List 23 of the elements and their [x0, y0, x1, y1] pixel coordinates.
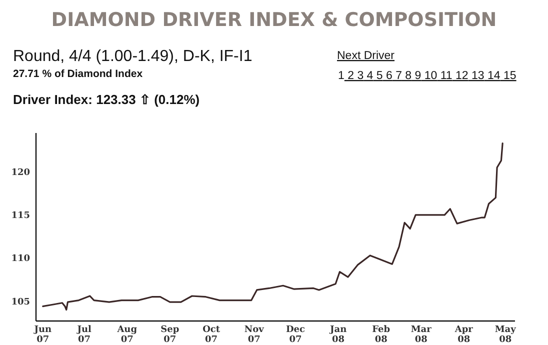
x-tick-label: Aug 07 — [116, 325, 138, 345]
chart-title: DIAMOND DRIVER INDEX & COMPOSITION — [51, 9, 497, 31]
text: 27.71 % of Diamond Index — [13, 68, 143, 80]
y-tick-label: 110 — [11, 254, 30, 264]
x-tick-label: Jul 07 — [76, 325, 92, 345]
x-tick-label: Dec 07 — [286, 325, 306, 345]
y-tick-label: 120 — [11, 168, 30, 178]
text: 1 2 3 4 5 6 7 8 9 10 11 12 13 14 15 — [338, 70, 516, 82]
x-tick-label: Jun 07 — [33, 325, 52, 345]
text: Driver Index: 123.33 ⇧ (0.12%) — [13, 92, 200, 107]
x-tick-label: Feb 08 — [372, 325, 390, 345]
x-tick-label: Nov 07 — [244, 325, 265, 345]
text: Next Driver — [337, 50, 395, 62]
x-tick-label: Sep 07 — [160, 325, 180, 345]
y-tick-label: 115 — [11, 211, 30, 222]
line-series — [42, 142, 504, 311]
x-tick-label: Oct 07 — [202, 325, 221, 345]
x-tick-label: May 08 — [494, 325, 517, 345]
x-tick-label: Jan 08 — [328, 325, 348, 345]
chart-subtitle: Round, 4/4 (1.00-1.49), D-K, IF-I1 — [13, 48, 252, 65]
x-tick-label: Mar 08 — [410, 325, 432, 345]
x-tick-label: Apr 08 — [454, 325, 474, 345]
y-tick-label: 105 — [11, 297, 30, 308]
